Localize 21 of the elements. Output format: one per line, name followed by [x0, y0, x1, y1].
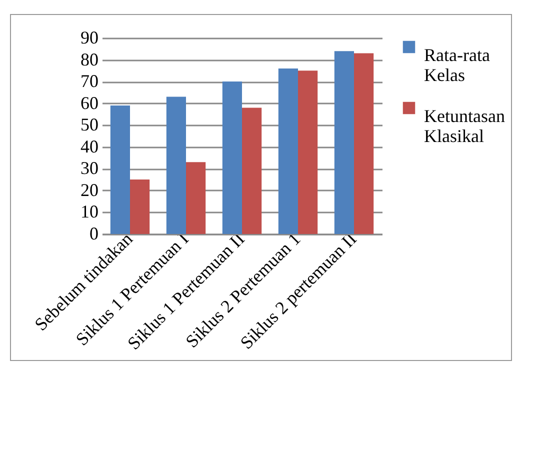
- y-tick-label: 70: [80, 71, 98, 92]
- y-tick-label: 60: [80, 92, 98, 113]
- legend-label: Rata-rata Kelas: [424, 45, 490, 85]
- bar: [278, 68, 298, 234]
- bar: [186, 162, 206, 234]
- bar: [110, 106, 130, 234]
- legend-label: Ketuntasan Klasikal: [424, 106, 505, 146]
- bar: [166, 96, 186, 234]
- y-tick-label: 40: [80, 136, 98, 156]
- bar: [222, 82, 242, 234]
- bar: [242, 108, 262, 234]
- y-tick-label: 20: [80, 180, 98, 200]
- y-tick-label: 80: [80, 49, 98, 70]
- bar: [334, 51, 354, 234]
- bar: [130, 180, 150, 234]
- y-tick-label: 50: [80, 114, 98, 135]
- bar: [354, 53, 374, 234]
- y-tick-label: 30: [80, 158, 98, 178]
- y-tick-label: 90: [80, 28, 98, 48]
- y-tick-label: 10: [80, 202, 98, 222]
- bar: [298, 70, 318, 234]
